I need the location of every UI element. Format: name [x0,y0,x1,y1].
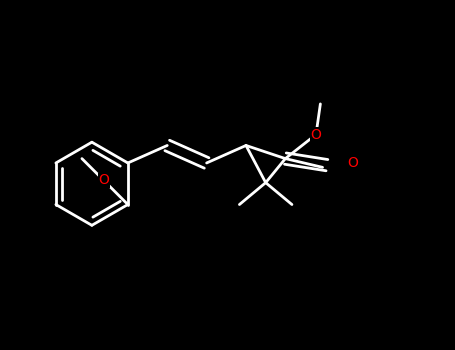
Text: O: O [348,156,359,170]
Text: O: O [98,174,109,188]
Text: O: O [311,127,321,141]
